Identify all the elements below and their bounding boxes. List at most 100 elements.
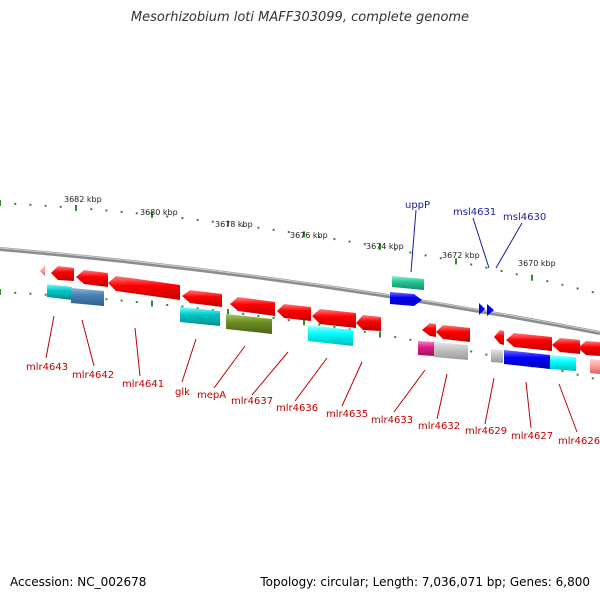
gene-mlr4629-gray[interactable] — [491, 349, 503, 363]
gene-mlr4643[interactable] — [47, 284, 72, 300]
gene-label-mlr4629[interactable]: mlr4629 — [465, 426, 507, 437]
gene-red-b[interactable] — [76, 270, 108, 287]
map-title: Mesorhizobium loti MAFF303099, complete … — [130, 10, 470, 25]
minor-tick — [409, 251, 412, 254]
gene-label-uppP[interactable]: uppP — [405, 200, 430, 211]
gene-label-mlr4642[interactable]: mlr4642 — [72, 370, 114, 381]
minor-tick — [470, 263, 473, 266]
gene-label-mlr4626[interactable]: mlr4626 — [558, 436, 600, 447]
gene-mlr4626-pink[interactable] — [590, 359, 600, 374]
gene-label-msl4630[interactable]: msl4630 — [503, 212, 546, 223]
minor-tick — [318, 323, 321, 326]
gene-glk[interactable] — [180, 307, 220, 326]
minor-tick — [29, 292, 32, 295]
genome-backbone-highlight — [0, 247, 600, 333]
kbp-label: 3674 kbp — [366, 242, 404, 251]
minor-tick — [348, 328, 351, 331]
minor-tick — [561, 370, 564, 373]
minor-tick — [591, 377, 594, 380]
gene-label-mlr4636[interactable]: mlr4636 — [276, 403, 318, 414]
minor-tick — [394, 248, 397, 251]
gene-cyan-end[interactable] — [550, 355, 576, 371]
accession-text: Accession: NC_002678 — [10, 575, 147, 589]
gene-mlr4633-b[interactable] — [436, 325, 470, 342]
leader-glk — [181, 338, 197, 383]
gene-red-g[interactable] — [552, 338, 580, 354]
kbp-label: 3672 kbp — [442, 251, 480, 260]
minor-tick — [166, 304, 169, 306]
major-tick — [379, 243, 381, 250]
major-tick — [75, 205, 77, 211]
forward-gene-labels: uppP msl4631 msl4630 — [405, 200, 546, 223]
gene-mepA[interactable] — [226, 314, 272, 334]
minor-tick — [333, 325, 336, 328]
gene-mlr4632-magenta[interactable] — [418, 341, 434, 356]
minor-tick — [333, 238, 336, 241]
leader-mlr4633 — [393, 369, 426, 413]
minor-tick — [409, 338, 412, 341]
gene-label-mepA[interactable]: mepA — [197, 390, 226, 401]
major-tick — [379, 331, 381, 338]
gene-label-mlr4641[interactable]: mlr4641 — [122, 379, 164, 390]
minor-tick — [44, 204, 47, 207]
gene-red-e[interactable] — [312, 309, 356, 328]
minor-tick — [90, 208, 93, 211]
gene-label-glk[interactable]: glk — [175, 387, 190, 398]
leader-mlr4632 — [436, 373, 448, 420]
gene-label-mlr4633[interactable]: mlr4633 — [371, 415, 413, 426]
minor-tick — [14, 291, 17, 294]
leader-mepA — [213, 345, 246, 389]
gene-mlr4633-a[interactable] — [422, 323, 436, 337]
leader-mlr4635 — [341, 361, 363, 407]
gene-mlr4629[interactable] — [494, 330, 504, 345]
kbp-label: 3678 kbp — [215, 220, 253, 229]
gene-red-c[interactable] — [182, 290, 222, 307]
major-tick — [303, 231, 305, 238]
gene-label-mlr4632[interactable]: mlr4632 — [418, 421, 460, 432]
gene-red-a[interactable] — [51, 266, 74, 281]
gene-label-mlr4635[interactable]: mlr4635 — [326, 409, 368, 420]
gene-red-f[interactable] — [506, 333, 552, 351]
major-tick — [0, 200, 1, 206]
minor-tick — [576, 373, 579, 376]
gene-mlr4627[interactable] — [504, 350, 550, 369]
kbp-scale: 3682 kbp 3680 kbp 3678 kbp 3676 kbp 3674… — [64, 195, 556, 268]
minor-tick — [272, 228, 275, 231]
gene-mlr4635[interactable] — [356, 315, 381, 331]
gene-label-msl4631[interactable]: msl4631 — [453, 207, 496, 218]
reverse-gene-labels: mlr4643 mlr4642 mlr4641 glk mepA mlr4637… — [26, 362, 600, 447]
leader-mlr4629 — [484, 377, 495, 425]
gene-mlr4637[interactable] — [277, 304, 311, 321]
gene-label-mlr4627[interactable]: mlr4627 — [511, 431, 553, 442]
gene-pink-fragment[interactable] — [40, 265, 45, 276]
gene-mlr4642[interactable] — [71, 288, 104, 306]
gene-label-mlr4637[interactable]: mlr4637 — [231, 396, 273, 407]
minor-tick — [14, 202, 17, 205]
genome-summary-text: Topology: circular; Length: 7,036,071 bp… — [260, 575, 590, 589]
leader-mlr4627 — [525, 381, 532, 429]
gene-red-d[interactable] — [230, 297, 275, 316]
leader-msl4630 — [495, 222, 523, 269]
major-tick — [531, 274, 533, 281]
minor-tick — [59, 205, 62, 208]
gene-forward-blue[interactable] — [390, 292, 422, 306]
minor-tick — [348, 240, 351, 243]
gene-red-h[interactable] — [578, 341, 600, 356]
minor-tick — [242, 224, 245, 227]
major-tick — [151, 300, 153, 307]
gene-label-mlr4643[interactable]: mlr4643 — [26, 362, 68, 373]
gene-msl4631[interactable] — [479, 303, 485, 315]
gene-uppP[interactable] — [392, 276, 424, 290]
minor-tick — [485, 266, 488, 269]
gene-mlr4632-gray[interactable] — [434, 342, 468, 360]
minor-tick — [591, 291, 594, 294]
minor-tick — [181, 305, 184, 308]
gene-mlr4641[interactable] — [108, 276, 180, 300]
major-tick — [455, 258, 457, 265]
minor-tick — [166, 215, 169, 218]
leader-mlr4642 — [81, 319, 95, 367]
gene-mlr4636[interactable] — [308, 325, 353, 346]
forward-leaders — [410, 209, 523, 273]
gene-msl4630[interactable] — [487, 304, 494, 316]
